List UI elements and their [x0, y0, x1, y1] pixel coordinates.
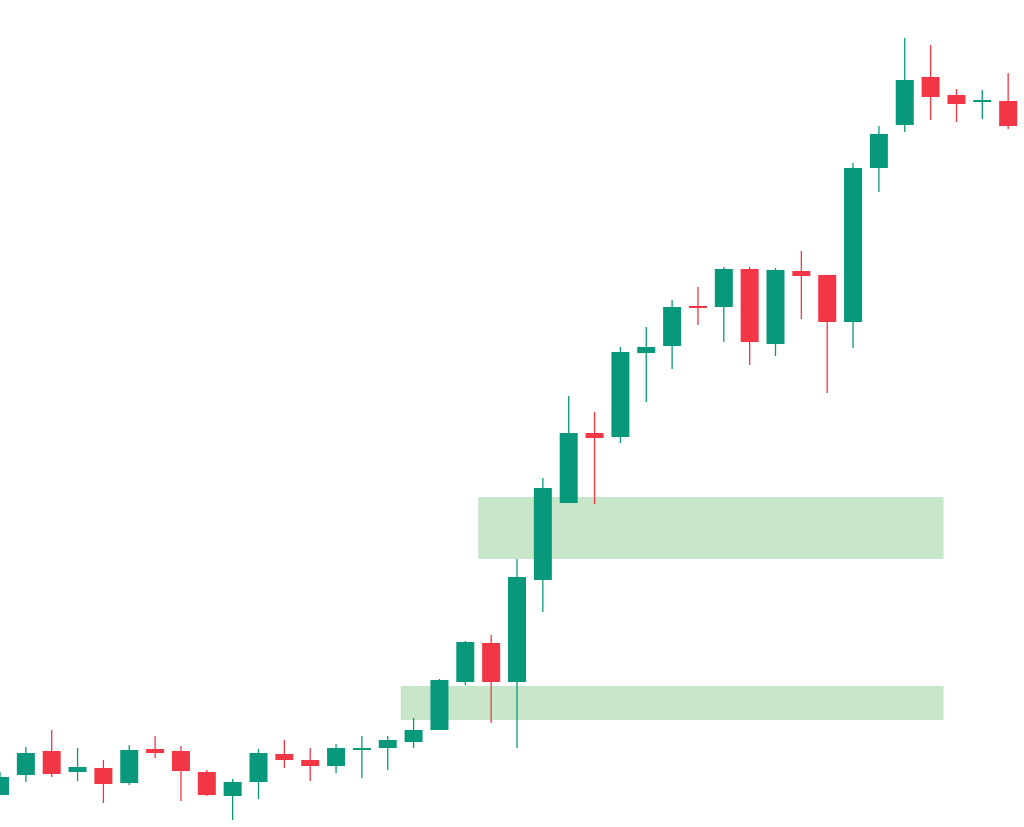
- candle-38: [947, 89, 966, 122]
- candle-11: [249, 749, 268, 799]
- candle-body: [999, 101, 1018, 126]
- candle-3: [42, 730, 61, 777]
- candle-18: [430, 679, 449, 730]
- candle-21: [508, 559, 526, 748]
- candle-body: [818, 275, 837, 322]
- candle-1: [0, 772, 9, 795]
- candle-33: [818, 275, 837, 393]
- candle-body: [301, 760, 320, 766]
- candle-body: [740, 269, 759, 342]
- candle-39: [973, 90, 992, 119]
- candle-body: [714, 269, 733, 307]
- candle-2: [16, 747, 35, 782]
- candle-34: [844, 163, 863, 348]
- candle-25: [611, 347, 630, 443]
- candle-28: [688, 287, 707, 325]
- candle-5: [94, 760, 113, 803]
- zones-layer: [400, 497, 944, 720]
- candle-4: [68, 748, 87, 781]
- candle-body: [585, 433, 604, 438]
- candle-22: [533, 478, 552, 612]
- candle-body: [197, 772, 216, 795]
- candle-body: [895, 80, 914, 125]
- candle-body: [559, 433, 578, 503]
- candle-body: [327, 748, 346, 766]
- candle-body: [249, 753, 268, 782]
- candle-body: [456, 642, 475, 682]
- candle-6: [120, 745, 139, 785]
- candle-37: [921, 45, 940, 120]
- candle-body: [94, 768, 113, 784]
- candle-23: [559, 396, 578, 503]
- candle-body: [973, 100, 992, 102]
- candle-32: [792, 251, 811, 319]
- candle-26: [637, 327, 656, 402]
- candle-body: [223, 782, 242, 796]
- candle-body: [663, 307, 682, 346]
- candle-body: [42, 751, 61, 774]
- candle-15: [352, 736, 371, 778]
- candle-body: [947, 95, 966, 104]
- candle-body: [171, 751, 190, 771]
- candle-29: [714, 267, 733, 342]
- candle-13: [301, 748, 320, 781]
- candle-27: [663, 300, 682, 369]
- candle-body: [508, 577, 526, 682]
- candle-31: [766, 268, 785, 356]
- candle-body: [16, 753, 35, 775]
- candle-8: [171, 746, 190, 801]
- candle-body: [482, 643, 501, 682]
- candle-body: [533, 488, 552, 580]
- demand-zone-1: [478, 497, 944, 559]
- candle-body: [792, 271, 811, 276]
- candle-7: [146, 736, 165, 758]
- candle-body: [844, 168, 863, 322]
- candle-body: [404, 730, 423, 742]
- candle-40: [999, 73, 1018, 129]
- candle-9: [197, 770, 216, 796]
- candle-36: [895, 38, 914, 132]
- candle-body: [766, 270, 785, 344]
- candle-35: [869, 126, 888, 192]
- candle-body: [688, 306, 707, 308]
- candle-body: [275, 754, 294, 760]
- candle-30: [740, 267, 759, 365]
- candle-14: [327, 744, 346, 773]
- candle-body: [146, 749, 165, 753]
- candle-body: [378, 740, 397, 748]
- candle-body: [120, 750, 139, 783]
- candle-body: [430, 680, 449, 730]
- candle-24: [585, 412, 604, 504]
- candle-body: [869, 134, 888, 168]
- candle-body: [68, 767, 87, 772]
- candle-16: [378, 736, 397, 770]
- candle-body: [611, 352, 630, 437]
- candle-body: [637, 347, 656, 353]
- candle-20: [482, 635, 501, 723]
- candle-19: [456, 641, 475, 685]
- candle-10: [223, 779, 242, 820]
- candle-body: [0, 777, 9, 795]
- candles-layer: [0, 38, 1018, 820]
- candle-body: [921, 77, 940, 97]
- demand-zone-2: [400, 686, 944, 720]
- candle-12: [275, 740, 294, 768]
- candle-body: [352, 748, 371, 750]
- candle-17: [404, 718, 423, 748]
